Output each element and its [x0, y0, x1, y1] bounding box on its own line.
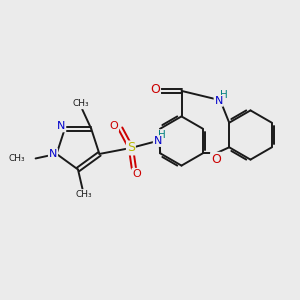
- Text: H: H: [158, 130, 166, 140]
- Text: S: S: [127, 142, 135, 154]
- Text: N: N: [154, 136, 162, 146]
- Text: CH₃: CH₃: [76, 190, 92, 199]
- Text: CH₃: CH₃: [8, 154, 25, 163]
- Text: O: O: [150, 83, 160, 96]
- Text: CH₃: CH₃: [72, 99, 89, 108]
- Text: O: O: [211, 153, 221, 166]
- Text: O: O: [133, 169, 141, 179]
- Text: O: O: [110, 121, 118, 131]
- Text: N: N: [49, 149, 57, 159]
- Text: N: N: [57, 122, 65, 131]
- Text: N: N: [214, 96, 223, 106]
- Text: H: H: [220, 90, 228, 100]
